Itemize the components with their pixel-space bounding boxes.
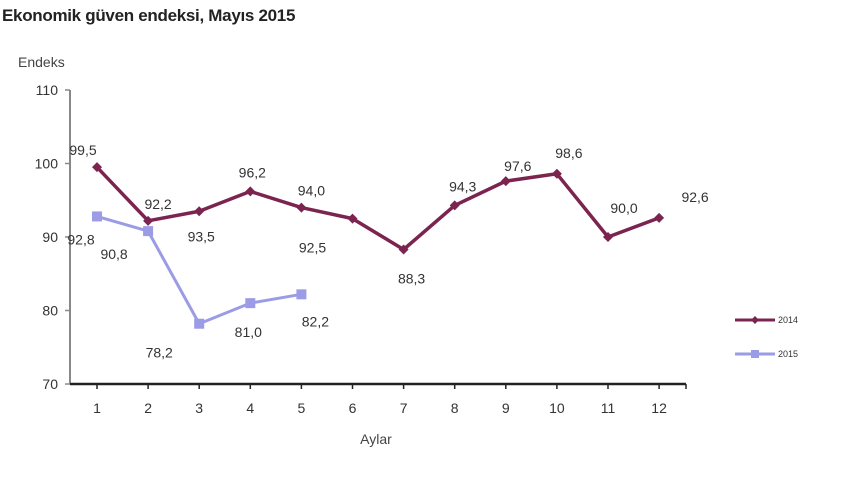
data-label: 78,2 xyxy=(146,345,173,361)
data-label: 99,5 xyxy=(69,142,96,158)
x-tick-label: 12 xyxy=(651,400,667,416)
x-tick-label: 1 xyxy=(93,400,101,416)
marker-2014 xyxy=(194,206,205,217)
y-tick-label: 90 xyxy=(42,229,58,245)
marker-2014 xyxy=(245,186,256,197)
x-tick-label: 11 xyxy=(601,400,616,416)
data-label: 82,2 xyxy=(302,313,329,329)
x-tick-label: 6 xyxy=(349,400,357,416)
data-labels: 92,8 90,8 78,2 81,0 82,2 99,5 92,2 93,5 96,2 94,0… xyxy=(67,142,709,361)
x-tick-label: 5 xyxy=(298,400,306,416)
x-tick-label: 8 xyxy=(451,400,459,416)
legend-marker xyxy=(751,316,759,324)
data-label: 94,3 xyxy=(449,178,476,194)
series-line-2014 xyxy=(95,165,660,252)
x-tick-label: 7 xyxy=(400,400,408,416)
x-tick-label: 9 xyxy=(502,400,510,416)
data-label: 90,8 xyxy=(100,246,127,262)
x-tick-label: 3 xyxy=(195,400,203,416)
marker-2014 xyxy=(398,244,409,255)
legend-marker xyxy=(751,350,759,358)
y-tick-label: 80 xyxy=(42,303,58,319)
legend: 2014 2015 xyxy=(735,315,798,359)
marker-2014 xyxy=(92,162,102,173)
data-label: 92,5 xyxy=(299,240,326,256)
data-label: 97,6 xyxy=(504,158,531,174)
chart-title: Ekonomik güven endeksi, Mayıs 2015 xyxy=(2,6,296,25)
data-label: 92,6 xyxy=(681,189,708,205)
y-tick-label: 100 xyxy=(35,156,59,172)
marker-2015 xyxy=(143,226,154,237)
y-axis-title: Endeks xyxy=(18,54,65,70)
data-label: 94,0 xyxy=(298,183,325,199)
data-label: 92,8 xyxy=(67,231,94,247)
marker-2014 xyxy=(143,215,154,226)
data-label: 93,5 xyxy=(188,228,215,244)
marker-2015 xyxy=(245,298,256,309)
legend-label-2014: 2014 xyxy=(778,315,798,325)
y-tick-label: 110 xyxy=(36,82,59,98)
data-label: 98,6 xyxy=(555,145,582,161)
x-tick-label: 10 xyxy=(549,400,565,416)
y-tick-label: 70 xyxy=(42,376,58,392)
marker-2014 xyxy=(500,176,511,187)
marker-2014 xyxy=(654,212,665,223)
x-tick-label: 2 xyxy=(144,400,152,416)
x-tick-label: 4 xyxy=(246,400,254,416)
data-label: 81,0 xyxy=(235,324,262,340)
marker-2014 xyxy=(603,232,613,242)
data-label: 96,2 xyxy=(239,164,266,180)
marker-2015 xyxy=(92,211,102,222)
marker-2014 xyxy=(449,200,460,211)
legend-label-2015: 2015 xyxy=(778,349,798,359)
data-label: 90,0 xyxy=(610,200,637,216)
data-label: 92,2 xyxy=(144,196,171,212)
x-axis-title: Aylar xyxy=(360,431,392,447)
marker-2015 xyxy=(194,318,205,329)
data-label: 88,3 xyxy=(398,270,425,286)
marker-2014 xyxy=(551,168,562,179)
marker-2015 xyxy=(296,289,307,300)
series-layer xyxy=(92,162,665,329)
marker-2014 xyxy=(296,202,307,213)
marker-2014 xyxy=(347,213,358,224)
